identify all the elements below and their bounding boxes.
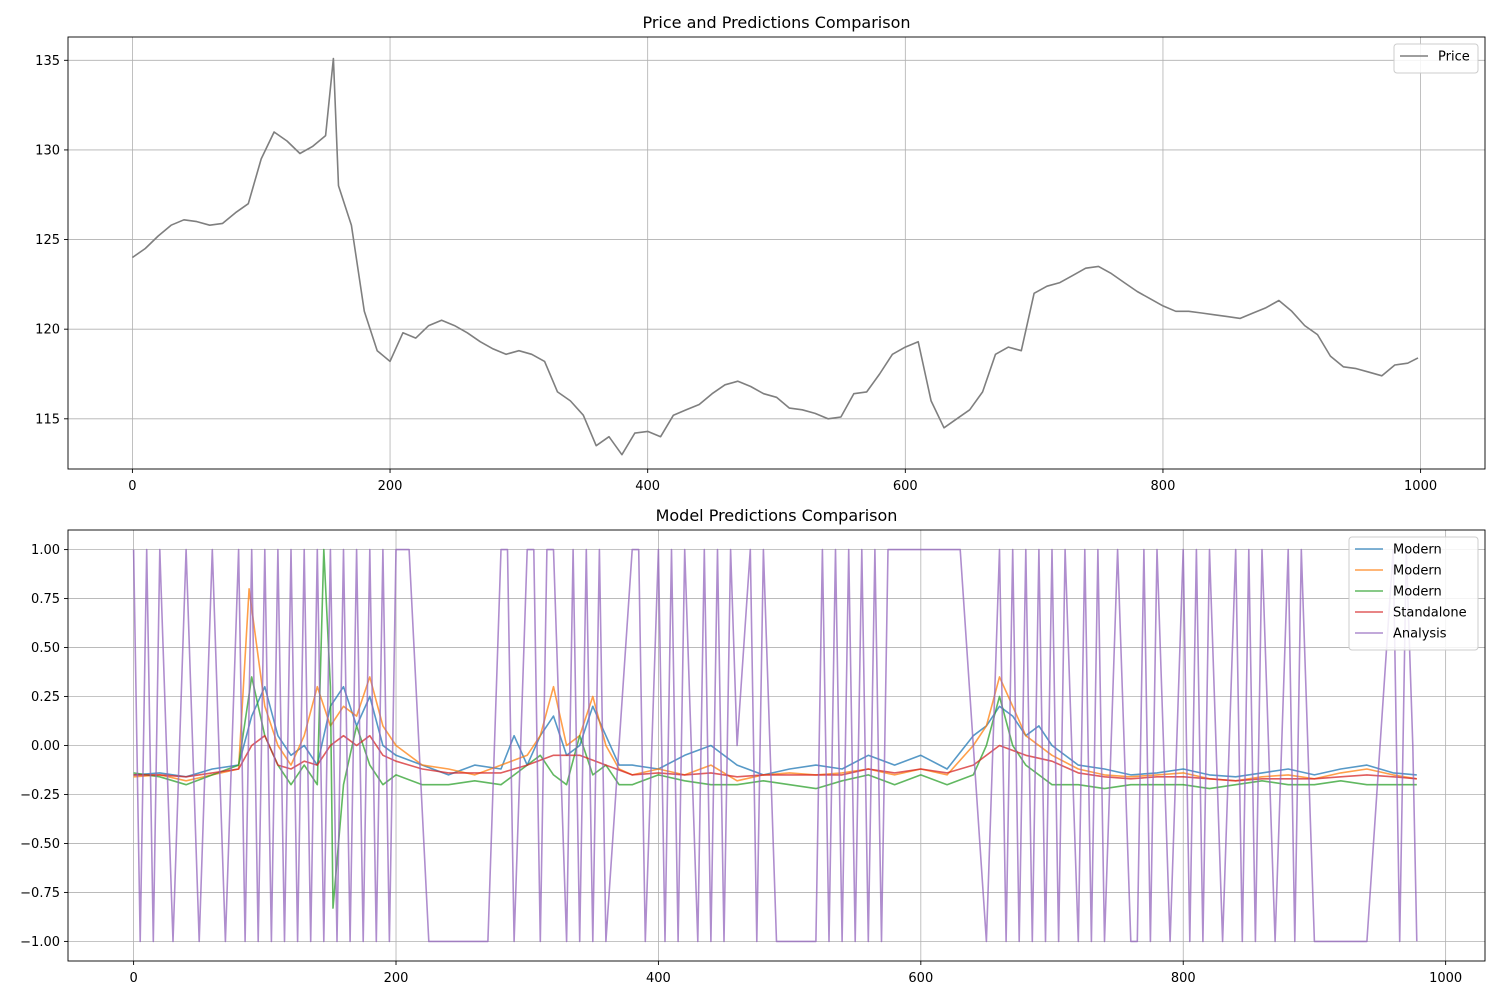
y-tick-label: 0.25 [31,690,60,705]
x-tick-label: 800 [1171,971,1196,986]
y-tick-label: 1.00 [31,543,60,558]
predictions-series [132,548,1418,943]
x-tick-label: 200 [378,479,403,494]
predictions-plot: 0 200 400 600 800 1000 −1.00 −0.75 −0.50 −0.25 0.0… [20,506,1486,986]
y-tick-label: 0.50 [31,641,60,656]
x-tick-label: 400 [646,971,671,986]
x-tick-label: 0 [129,971,137,986]
x-tick-label: 200 [384,971,409,986]
x-tick-label: 400 [635,479,660,494]
legend-label: Standalone [1393,606,1467,621]
price-series [131,57,1419,456]
y-tick-label: 115 [35,412,60,427]
y-tick-label: −0.25 [20,788,60,803]
price-axes-frame [67,36,1486,470]
x-tick-label: 1000 [1429,971,1462,986]
price-plot-title: Price and Predictions Comparison [642,13,910,32]
x-tick-label: 800 [1151,479,1176,494]
legend-label: Price [1438,50,1470,65]
x-tick-label: 1000 [1404,479,1437,494]
predictions-legend: Modern Modern Modern Standalone Analysis [1348,536,1479,651]
x-tick-label: 600 [893,479,918,494]
prediction-series-line-1 [133,685,1417,778]
prediction-series-line-5 [132,548,1418,943]
legend-box [1348,536,1479,651]
y-tick-label: 0.75 [31,592,60,607]
legend-label: Analysis [1393,627,1447,642]
y-tick-label: 125 [35,233,60,248]
legend-label: Modern [1393,543,1442,558]
y-tick-label: −0.75 [20,886,60,901]
predictions-plot-title: Model Predictions Comparison [656,506,898,525]
price-series-line-1 [131,57,1419,456]
predictions-ticks: 0 200 400 600 800 1000 −1.00 −0.75 −0.50 −0.25 0.0… [20,543,1462,986]
y-tick-label: −0.50 [20,837,60,852]
legend-label: Modern [1393,585,1442,600]
price-plot: 0 200 400 600 800 1000 115 120 125 130 135 Price a… [35,13,1486,494]
y-tick-label: 120 [35,323,60,338]
y-tick-label: −1.00 [20,935,60,950]
price-ticks: 0 200 400 600 800 1000 115 120 125 130 135 [35,54,1437,494]
y-tick-label: 135 [35,54,60,69]
legend-box [1393,43,1479,74]
x-tick-label: 0 [128,479,136,494]
y-tick-label: 130 [35,143,60,158]
legend-label: Modern [1393,564,1442,579]
price-grid [68,37,1485,469]
prediction-series-line-4 [133,734,1417,782]
x-tick-label: 600 [908,971,933,986]
y-tick-label: 0.00 [31,739,60,754]
price-legend: Price [1393,43,1479,74]
